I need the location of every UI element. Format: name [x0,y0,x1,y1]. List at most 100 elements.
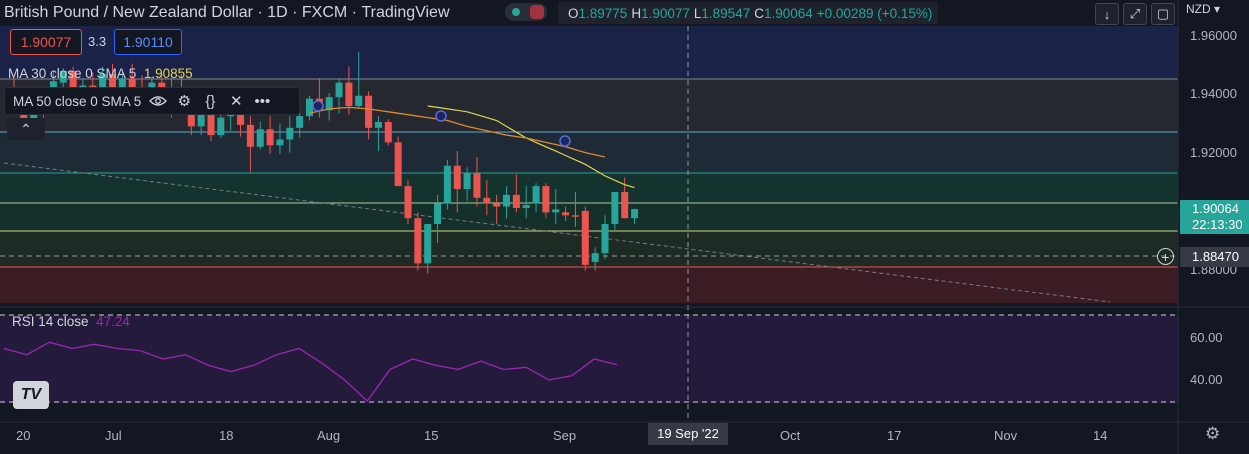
candle-body [296,116,304,128]
candle-body [463,173,471,190]
candle-body [59,70,67,83]
gear-icon[interactable]: ⚙ [1205,424,1221,443]
source-code-icon[interactable]: {} [205,92,216,110]
candle-body [443,165,451,204]
candle-body [493,203,501,207]
ma30-legend[interactable]: MA 30 close 0 SMA 5 1.90855 [8,66,193,81]
crosshair-price-label: 1.88470 [1180,247,1249,267]
time-tick: Aug [317,428,341,443]
candle-body [217,117,225,136]
candle-body [434,203,442,225]
candle-body [365,95,373,128]
ma30-value: 1.90855 [143,66,193,81]
candle-body [237,108,245,125]
zone-teal [0,173,1178,203]
settings-icon[interactable]: ⚙ [177,93,192,110]
ma50-label: MA 50 close 0 SMA 5 [13,93,142,109]
rsi-tick: 60.00 [1190,330,1223,345]
candle-body [601,224,609,254]
candle-body [562,212,570,216]
high-label: H [631,5,642,21]
rsi-label: RSI 14 close [12,314,89,329]
candle-body [69,70,77,98]
market-status-toggle[interactable] [505,3,547,21]
candle-body [256,129,264,147]
time-tick: 20 [16,428,31,443]
candle-body [49,81,57,92]
candle-body [207,114,215,136]
zone-red [0,267,1178,303]
open-label: O [568,5,579,21]
ma50-marker [559,135,571,147]
crosshair-plus-icon[interactable]: + [1157,248,1174,265]
candle-body [355,95,363,106]
candle-body [453,165,461,190]
candle-body [335,82,343,98]
candle-body [276,139,284,146]
time-tick: Nov [994,428,1018,443]
candle-body [384,121,392,143]
candle-body [30,110,38,121]
high-value: 1.90077 [641,5,690,21]
price-tick: 1.92000 [1190,145,1237,160]
eye-icon[interactable] [145,90,171,112]
candle-body [522,205,530,208]
candle-body [325,97,333,111]
low-value: 1.89547 [701,5,751,21]
sell-button[interactable]: 1.90077 [10,29,82,55]
market-open-icon [512,8,520,16]
time-tick: 17 [887,428,902,443]
down-arrow-icon[interactable]: ↓ [1095,3,1119,25]
pair-name[interactable]: British Pound / New Zealand Dollar [4,4,254,21]
rsi-line [3,341,618,402]
screenshot-icon[interactable]: ▢ [1151,3,1175,25]
ma30-label: MA 30 close 0 SMA 5 [8,66,137,81]
ma50-legend[interactable]: MA 50 close 0 SMA 5 ⚙ {} ✕ ••• [4,87,300,115]
spread-value: 3.3 [88,34,107,49]
candle-body [591,253,599,262]
collapse-icon[interactable]: ⌃ [7,118,45,140]
close-icon[interactable]: ✕ [230,93,243,110]
fullscreen-icon[interactable]: ⤢ [1123,3,1147,25]
candle-body [611,191,619,225]
candle-body [542,186,550,213]
candle-body [246,124,254,147]
candle-body [483,197,491,204]
candle-body [109,73,116,93]
price-tick: 1.96000 [1190,28,1237,43]
price-tick: 1.94000 [1190,86,1237,101]
candle-body [118,78,126,93]
candle-body [532,186,540,204]
current-price: 1.90064 [1192,201,1239,216]
time-tick: 18 [219,428,234,443]
rsi-legend[interactable]: RSI 14 close 47.24 [12,314,130,329]
candle-body [128,78,136,90]
close-value: 1.90064 [763,5,813,21]
currency-selector[interactable]: NZD ▾ [1186,2,1221,16]
candle-body [286,127,294,140]
candle-body [473,173,481,198]
candle-body [345,82,353,106]
tradingview-logo-icon[interactable]: TV [13,381,49,409]
interval[interactable]: 1D [267,4,288,21]
crosshair-date-label: 19 Sep '22 [648,423,728,445]
ma50-marker [312,100,324,112]
more-icon[interactable]: ••• [254,92,271,110]
candle-body [394,142,402,187]
open-value: 1.89775 [578,5,628,21]
candle-body [197,114,205,127]
close-label: C [754,5,764,21]
candle-body [503,194,510,207]
candle-body [266,129,274,146]
countdown: 22:13:30 [1192,217,1243,232]
symbol-header[interactable]: British Pound / New Zealand Dollar · 1D … [4,4,450,21]
time-tick: Sep [553,428,577,443]
candle-body [552,209,560,213]
trend-line [3,162,1111,303]
buy-button[interactable]: 1.90110 [114,29,182,55]
candle-body [414,218,422,264]
zone-dark-teal [0,203,1178,231]
candle-body [424,224,432,264]
candle-body [571,215,579,217]
